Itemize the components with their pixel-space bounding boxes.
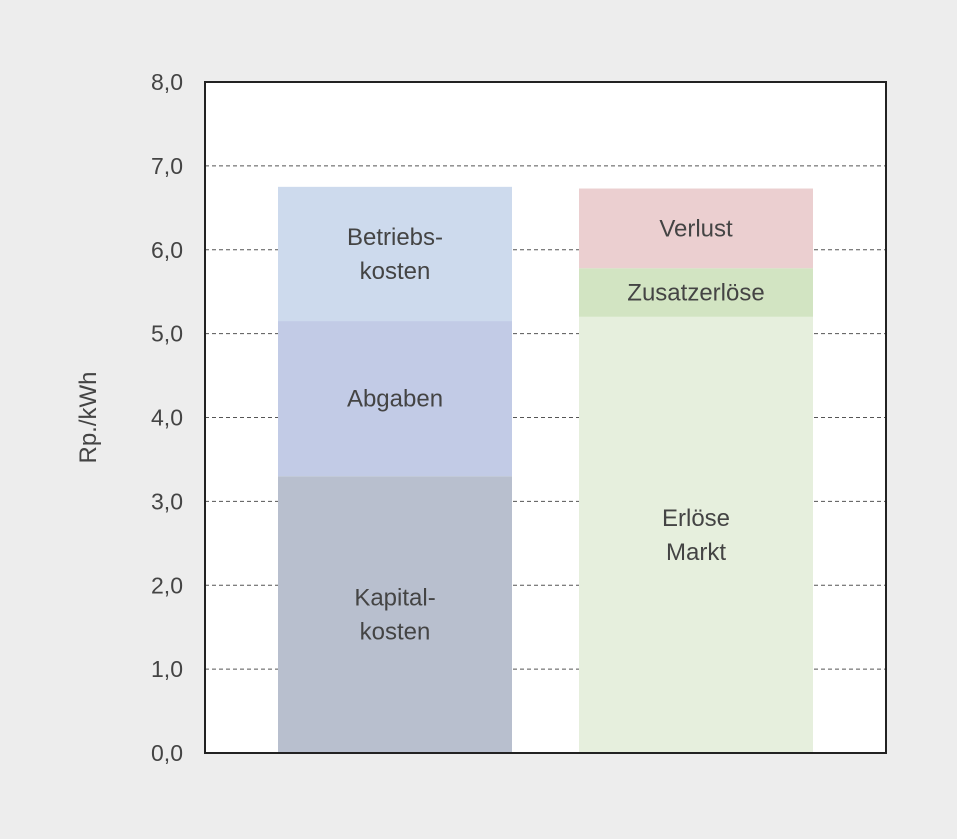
bar-segment: [579, 316, 813, 753]
plot-frame: [204, 81, 887, 754]
segment-label: Zusatzerlöse: [627, 280, 764, 307]
y-axis-label: Rp./kWh: [75, 371, 102, 463]
y-tick-label: 6,0: [151, 237, 183, 263]
segment-label: Verlust: [659, 215, 733, 242]
segment-label: kosten: [360, 619, 431, 646]
y-tick-label: 3,0: [151, 488, 183, 514]
y-tick-label: 5,0: [151, 321, 183, 347]
bar-segment: [278, 476, 512, 753]
segment-label: Kapital-: [354, 585, 435, 612]
y-tick-label: 2,0: [151, 572, 183, 598]
y-tick-label: 4,0: [151, 405, 183, 431]
y-tick-label: 0,0: [151, 740, 183, 766]
y-tick-label: 7,0: [151, 153, 183, 179]
y-tick-label: 1,0: [151, 656, 183, 682]
y-tick-label: 8,0: [151, 69, 183, 95]
bar-segment: [278, 321, 512, 477]
bar-segment: [579, 268, 813, 317]
segment-label: Betriebs-: [347, 224, 443, 251]
bar-segment: [579, 188, 813, 269]
segment-label: Erlöse: [662, 505, 730, 532]
segment-label: kosten: [360, 258, 431, 285]
segment-label: Abgaben: [347, 386, 443, 413]
segment-label: Markt: [666, 539, 726, 566]
bar-segment: [278, 186, 512, 322]
